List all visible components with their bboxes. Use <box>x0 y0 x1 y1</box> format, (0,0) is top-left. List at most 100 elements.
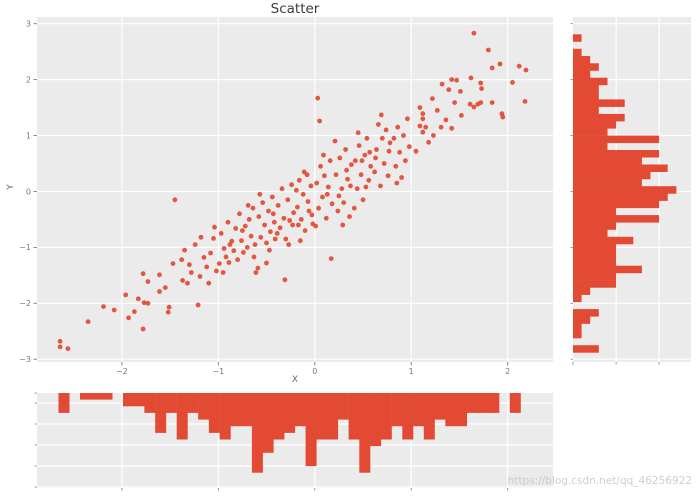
bottom-hist-bar <box>316 393 328 440</box>
y-axis-label: Y <box>6 184 16 190</box>
scatter-point <box>321 152 326 158</box>
scatter-point <box>170 261 176 266</box>
scatter-point <box>335 208 341 214</box>
scatter-point <box>266 208 271 214</box>
scatter-point <box>201 255 207 260</box>
scatter-point <box>220 270 226 275</box>
scatter-point <box>328 256 334 261</box>
scatter-point <box>226 260 232 265</box>
scatter-point <box>423 124 429 130</box>
scatter-point <box>523 67 529 73</box>
scatter-point <box>141 300 147 306</box>
scatter-point <box>308 183 314 189</box>
right-hist-bar <box>573 142 608 151</box>
scatter-point <box>145 300 151 306</box>
scatter-point <box>242 223 248 229</box>
right-hist-bar <box>573 294 582 303</box>
scatter-point <box>290 222 295 228</box>
scatter-point <box>206 280 212 286</box>
scatter-point <box>420 111 426 117</box>
scatter-point <box>289 182 294 188</box>
right-hist-bar <box>573 157 642 165</box>
scatter-point <box>374 147 379 152</box>
scatter-point <box>216 261 222 266</box>
scatter-point <box>101 304 106 309</box>
scatter-point <box>449 125 455 131</box>
scatter-point <box>349 162 354 168</box>
scatter-point <box>323 215 329 221</box>
right-hist-bar <box>573 207 617 216</box>
bottom-hist-bar <box>294 393 306 427</box>
scatter-point <box>264 260 269 266</box>
scatter-point <box>417 123 423 129</box>
bottom-hist-bar <box>198 393 210 420</box>
right-hist-bar <box>573 92 599 100</box>
scatter-point <box>57 338 63 344</box>
right-hist-bar <box>573 48 582 57</box>
right-hist-bar <box>573 222 617 230</box>
bottom-hist-bar <box>219 393 231 440</box>
scatter-point <box>426 139 431 145</box>
scatter-point <box>434 108 440 113</box>
scatter-point <box>358 172 364 178</box>
scatter-point <box>166 304 172 310</box>
scatter-point <box>286 242 292 248</box>
scatter-point <box>258 234 264 240</box>
bottom-hist-bar <box>262 393 274 453</box>
scatter-point <box>257 191 263 197</box>
scatter-point <box>283 236 289 242</box>
right-hist-bar <box>573 193 668 201</box>
scatter-point <box>348 183 353 189</box>
scatter-point <box>385 173 391 179</box>
scatter-point <box>256 214 262 220</box>
scatter-point <box>253 270 259 275</box>
scatter-point <box>387 140 393 146</box>
scatter-point <box>157 289 162 294</box>
right-hist-bar <box>573 236 634 245</box>
scatter-point <box>497 61 503 67</box>
scatter-point <box>214 268 219 274</box>
right-hist-bar <box>573 265 642 274</box>
bottom-hist-bar <box>58 393 70 413</box>
scatter-point <box>391 135 397 141</box>
scatter-point <box>318 163 323 169</box>
scatter-point <box>393 163 399 169</box>
scatter-point <box>439 81 445 87</box>
scatter-point <box>132 309 137 315</box>
scatter-point <box>431 133 436 138</box>
right-hist-bar <box>573 229 608 237</box>
scatter-point <box>296 177 302 183</box>
scatter-point <box>478 100 484 105</box>
scatter-point <box>468 75 474 81</box>
right-hist-bar <box>573 330 582 339</box>
scatter-point <box>244 245 250 250</box>
bottom-hist-bar <box>423 393 435 440</box>
scatter-point <box>344 167 349 173</box>
scatter-point <box>471 30 477 36</box>
scatter-point <box>162 285 168 290</box>
scatter-point <box>516 63 522 69</box>
scatter-point <box>341 200 347 206</box>
scatter-point <box>500 114 506 120</box>
x-tick-label: −1 <box>212 367 224 376</box>
scatter-point <box>356 143 362 149</box>
bottom-hist-bar <box>391 393 403 427</box>
scatter-point <box>430 96 435 101</box>
bottom-hist-bar <box>413 393 425 427</box>
scatter-point <box>111 307 117 313</box>
scatter-point <box>320 194 325 200</box>
bottom-hist-bar <box>208 393 220 433</box>
scatter-point <box>406 144 412 150</box>
scatter-point <box>287 218 293 223</box>
scatter-point <box>317 118 322 124</box>
scatter-point <box>309 212 315 218</box>
scatter-point <box>264 240 269 246</box>
scatter-point <box>333 172 339 178</box>
bottom-hist-bar <box>133 393 145 407</box>
scatter-point <box>179 257 185 263</box>
right-hist-bar <box>573 128 608 136</box>
right-hist-bar <box>573 84 599 93</box>
scatter-point <box>394 180 400 186</box>
scatter-point <box>248 233 254 239</box>
